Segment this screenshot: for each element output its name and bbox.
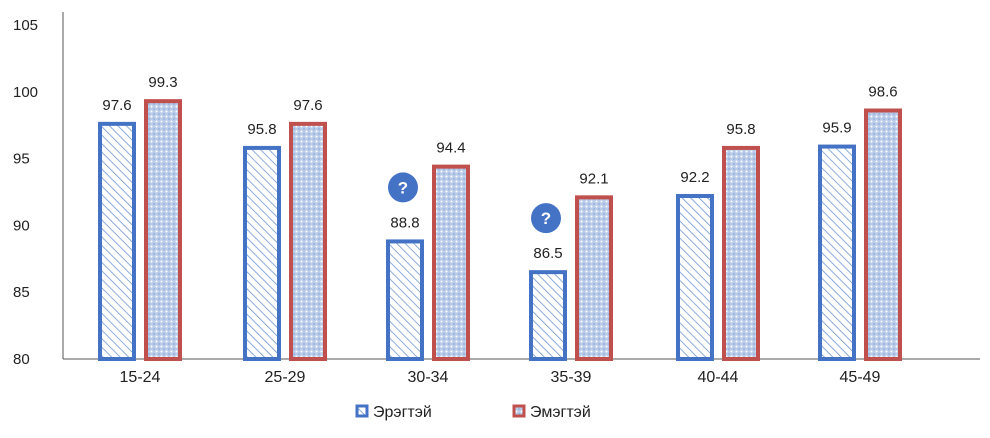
y-tick-label: 105 xyxy=(13,17,38,34)
legend-swatch-female xyxy=(512,404,526,418)
data-label: 95.8 xyxy=(247,121,276,138)
bar-male-40-44 xyxy=(676,194,714,361)
x-tick-label: 30-34 xyxy=(408,369,449,386)
x-tick-label: 25-29 xyxy=(265,369,306,386)
question-marker-icon xyxy=(531,203,561,234)
data-label: 92.2 xyxy=(680,169,709,186)
bar-male-30-34 xyxy=(386,239,424,362)
bar-male-25-29 xyxy=(243,145,281,361)
bars-group xyxy=(98,99,902,362)
data-label: 95.9 xyxy=(822,120,851,137)
bar-female-30-34 xyxy=(432,164,470,361)
legend-label: Эрэгтэй xyxy=(373,404,432,421)
data-label: 86.5 xyxy=(533,245,562,262)
data-label: 92.1 xyxy=(579,170,608,187)
bar-female-15-24 xyxy=(144,99,182,361)
legend: Эрэгтэй Эмэгтэй xyxy=(355,404,591,421)
y-tick-label: 95 xyxy=(13,151,30,168)
y-tick-label: 90 xyxy=(13,217,30,234)
y-tick-label: 80 xyxy=(13,351,30,368)
bar-female-40-44 xyxy=(722,145,760,361)
bar-female-35-39 xyxy=(575,195,613,361)
x-tick-label: 40-44 xyxy=(698,369,739,386)
data-label: 98.6 xyxy=(868,84,897,101)
y-tick-label: 85 xyxy=(13,284,30,301)
labels-group: 97.6 99.3 15-24 95.8 97.6 25-29 88.8? 94.4 30-34… xyxy=(102,74,897,386)
data-label: 97.6 xyxy=(293,97,322,114)
bar-male-15-24 xyxy=(98,121,136,361)
legend-label: Эмэгтэй xyxy=(530,404,591,421)
y-tick-label: 100 xyxy=(13,84,38,101)
question-marker-text: ? xyxy=(398,178,408,197)
bar-male-45-49 xyxy=(818,144,856,361)
data-label: 94.4 xyxy=(436,140,465,157)
question-marker-icon xyxy=(388,172,418,203)
data-label: 95.8 xyxy=(726,121,755,138)
x-tick-label: 45-49 xyxy=(840,369,881,386)
bar-female-45-49 xyxy=(864,108,902,361)
x-tick-label: 15-24 xyxy=(120,369,161,386)
data-label: 97.6 xyxy=(102,97,131,114)
x-tick-label: 35-39 xyxy=(551,369,592,386)
data-label: 88.8 xyxy=(390,214,419,231)
data-label: 99.3 xyxy=(148,74,177,91)
bar-female-25-29 xyxy=(289,121,327,361)
legend-swatch-male xyxy=(355,404,369,418)
bar-male-35-39 xyxy=(529,270,567,361)
question-marker-text: ? xyxy=(541,209,551,228)
